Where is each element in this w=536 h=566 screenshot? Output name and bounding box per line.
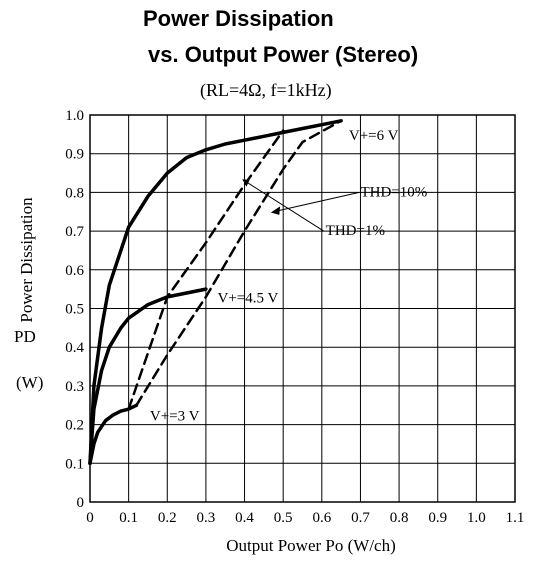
x-tick-label: 0.8	[390, 510, 409, 526]
y-tick-label: 0.6	[65, 263, 84, 279]
y-tick-label: 0.8	[65, 185, 84, 201]
series-line	[88, 403, 139, 466]
chart-title-line1: Power Dissipation	[143, 6, 334, 31]
x-tick-label: 0.1	[119, 510, 138, 526]
plot-frame	[89, 114, 516, 503]
x-tick-label: 0.9	[428, 510, 447, 526]
label-thd1: THD=1%	[326, 223, 385, 239]
y-axis-symbol: PD	[14, 327, 36, 346]
x-tick-label: 0.3	[197, 510, 216, 526]
x-tick-label: 0	[86, 510, 94, 526]
y-tick-label: 0.1	[65, 456, 84, 472]
y-axis-unit: (W)	[16, 373, 44, 392]
series-line	[88, 287, 208, 466]
x-tick-label: 1.1	[506, 510, 525, 526]
y-tick-label: 0.7	[65, 224, 84, 240]
arrow-thd1	[242, 179, 250, 187]
label-v6: V+=6 V	[349, 128, 399, 144]
y-tick-label: 0.2	[65, 418, 84, 434]
series-line	[135, 119, 343, 407]
x-tick-label: 0.6	[312, 510, 331, 526]
chart-subtitle: (RL=4Ω, f=1kHz)	[200, 80, 332, 100]
y-tick-label: 0	[77, 495, 85, 511]
label-v45: V+=4.5 V	[218, 291, 279, 307]
series-line	[127, 129, 285, 411]
label-v3: V+=3 V	[150, 409, 200, 425]
arrow-thd10	[270, 206, 281, 215]
x-tick-label: 1.0	[467, 510, 486, 526]
y-tick-label: 1.0	[65, 108, 84, 124]
x-tick-label: 0.2	[158, 510, 177, 526]
chart-title-line2: vs. Output Power (Stereo)	[148, 42, 419, 67]
leader-thd1	[244, 180, 325, 232]
x-tick-label: 0.5	[274, 510, 293, 526]
leader-thd10	[273, 191, 360, 213]
y-tick-label: 0.4	[65, 340, 84, 356]
x-tick-label: 0.4	[235, 510, 254, 526]
x-tick-label: 0.7	[351, 510, 370, 526]
y-tick-label: 0.5	[65, 302, 84, 318]
y-tick-label: 0.3	[65, 379, 84, 395]
y-tick-label: 0.9	[65, 147, 84, 163]
label-thd10: THD=10%	[360, 184, 427, 200]
x-axis-label: Output Power Po (W/ch)	[226, 536, 396, 555]
series-line	[88, 119, 343, 466]
